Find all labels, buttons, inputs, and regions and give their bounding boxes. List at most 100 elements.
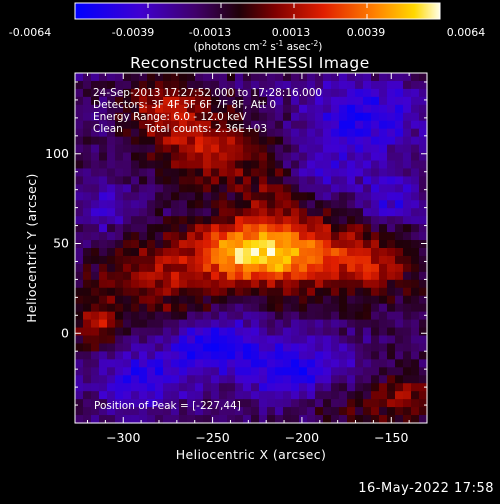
heatmap-cell (115, 351, 124, 360)
heatmap-cell (267, 295, 276, 305)
heatmap-cell (299, 136, 308, 146)
heatmap-cell (395, 96, 404, 106)
heatmap-cell (131, 160, 140, 170)
heatmap-cell (75, 255, 84, 265)
heatmap-cell (387, 327, 396, 337)
heatmap-cell (131, 192, 140, 201)
heatmap-cell (147, 96, 156, 106)
heatmap-cell (131, 152, 140, 162)
heatmap-cell (115, 287, 124, 297)
heatmap-cell (259, 192, 268, 201)
heatmap-cell (227, 120, 236, 130)
heatmap-cell (155, 279, 164, 289)
heatmap-cell (411, 216, 420, 225)
heatmap-cell (179, 263, 188, 273)
heatmap-cell (163, 168, 172, 177)
heatmap-cell (131, 279, 140, 289)
heatmap-cell (195, 263, 204, 273)
heatmap-cell (283, 208, 292, 217)
heatmap-cell (363, 152, 372, 162)
heatmap-cell (91, 255, 100, 265)
heatmap-cell (299, 216, 308, 225)
heatmap-cell (363, 192, 372, 201)
heatmap-cell (371, 248, 380, 257)
heatmap-cell (179, 192, 188, 201)
heatmap-cell (267, 112, 276, 122)
heatmap-cell (131, 184, 140, 193)
heatmap-cell (163, 391, 172, 400)
heatmap-cell (83, 192, 92, 201)
heatmap-cell (395, 415, 404, 424)
heatmap-cell (203, 407, 212, 416)
heatmap-cell (307, 407, 316, 416)
y-tick-label: 100 (45, 146, 69, 161)
heatmap-cell (123, 96, 132, 106)
heatmap-cell (259, 176, 268, 185)
y-tick-label: 50 (53, 236, 69, 251)
heatmap-cell (139, 232, 148, 241)
heatmap-cell (75, 359, 84, 368)
heatmap-cell (211, 359, 220, 368)
heatmap-cell (355, 295, 364, 305)
heatmap-cells (75, 73, 428, 424)
heatmap-cell (411, 144, 420, 154)
heatmap-cell (203, 200, 212, 209)
heatmap-cell (395, 184, 404, 193)
heatmap-cell (307, 120, 316, 130)
heatmap-cell (259, 232, 268, 241)
heatmap-cell (171, 335, 180, 345)
heatmap-cell (371, 359, 380, 368)
heatmap-cell (315, 232, 324, 241)
heatmap-cell (283, 279, 292, 289)
heatmap-cell (155, 208, 164, 217)
heatmap-cell (235, 136, 244, 146)
heatmap-cell (235, 128, 244, 138)
heatmap-cell (387, 295, 396, 305)
heatmap-cell (419, 104, 428, 114)
heatmap-cell (75, 391, 84, 400)
heatmap-cell (267, 391, 276, 400)
heatmap-cell (267, 208, 276, 217)
heatmap-cell (307, 136, 316, 146)
heatmap-cell (115, 383, 124, 392)
heatmap-cell (395, 271, 404, 281)
heatmap-cell (395, 176, 404, 185)
heatmap-cell (419, 263, 428, 273)
heatmap-cell (139, 128, 148, 138)
heatmap-cell (163, 232, 172, 241)
heatmap-cell (171, 144, 180, 154)
heatmap-cell (227, 255, 236, 265)
heatmap-cell (83, 120, 92, 130)
heatmap-cell (75, 311, 84, 321)
heatmap-cell (187, 96, 196, 106)
heatmap-cell (371, 136, 380, 146)
heatmap-cell (275, 192, 284, 201)
heatmap-cell (227, 303, 236, 313)
heatmap-cell (355, 184, 364, 193)
heatmap-cell (91, 327, 100, 337)
heatmap-cell (123, 112, 132, 122)
heatmap-cell (163, 152, 172, 162)
heatmap-cell (387, 335, 396, 345)
heatmap-cell (275, 136, 284, 146)
heatmap-cell (251, 176, 260, 185)
heatmap-cell (267, 232, 276, 241)
heatmap-cell (411, 200, 420, 209)
heatmap-cell (243, 96, 252, 106)
heatmap-cell (171, 240, 180, 249)
heatmap-cell (83, 295, 92, 305)
heatmap-cell (267, 375, 276, 384)
heatmap-cell (139, 335, 148, 345)
heatmap-cell (195, 391, 204, 400)
heatmap-cell (243, 192, 252, 201)
heatmap-cell (155, 192, 164, 201)
heatmap-cell (115, 176, 124, 185)
heatmap-cell (339, 375, 348, 384)
heatmap-cell (99, 359, 108, 368)
heatmap-cell (187, 248, 196, 257)
heatmap-cell (179, 391, 188, 400)
heatmap-cell (227, 391, 236, 400)
heatmap-cell (99, 128, 108, 138)
heatmap-cell (163, 343, 172, 352)
heatmap-cell (307, 271, 316, 281)
